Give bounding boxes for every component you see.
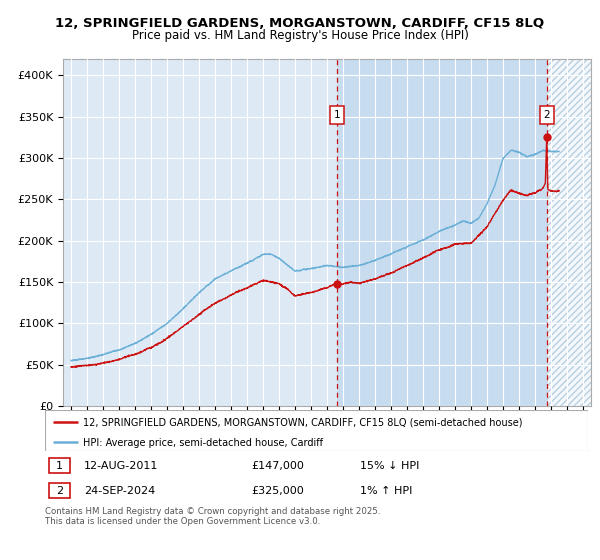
Text: 2: 2: [544, 110, 550, 120]
Text: Price paid vs. HM Land Registry's House Price Index (HPI): Price paid vs. HM Land Registry's House …: [131, 29, 469, 42]
Text: 1: 1: [334, 110, 340, 120]
Text: £325,000: £325,000: [251, 486, 304, 496]
Bar: [547, 59, 591, 406]
Bar: [547, 59, 591, 406]
Text: Contains HM Land Registry data © Crown copyright and database right 2025.
This d: Contains HM Land Registry data © Crown c…: [45, 507, 380, 526]
Text: 1: 1: [56, 461, 63, 471]
Bar: [337, 59, 547, 406]
Text: 24-SEP-2024: 24-SEP-2024: [84, 486, 155, 496]
Text: 15% ↓ HPI: 15% ↓ HPI: [360, 461, 419, 471]
Text: 2: 2: [56, 486, 63, 496]
Bar: [49, 458, 70, 473]
Text: 12, SPRINGFIELD GARDENS, MORGANSTOWN, CARDIFF, CF15 8LQ: 12, SPRINGFIELD GARDENS, MORGANSTOWN, CA…: [55, 17, 545, 30]
Text: 12, SPRINGFIELD GARDENS, MORGANSTOWN, CARDIFF, CF15 8LQ (semi-detached house): 12, SPRINGFIELD GARDENS, MORGANSTOWN, CA…: [83, 418, 523, 428]
Text: 1% ↑ HPI: 1% ↑ HPI: [360, 486, 412, 496]
Text: HPI: Average price, semi-detached house, Cardiff: HPI: Average price, semi-detached house,…: [83, 438, 323, 448]
Text: £147,000: £147,000: [251, 461, 304, 471]
Text: 12-AUG-2011: 12-AUG-2011: [84, 461, 158, 471]
Bar: [49, 483, 70, 498]
